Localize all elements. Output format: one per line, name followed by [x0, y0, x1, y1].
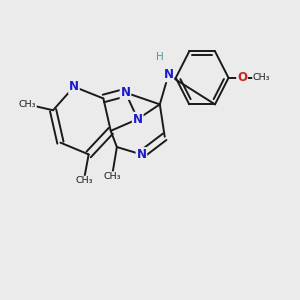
Text: CH₃: CH₃ — [103, 172, 121, 181]
Text: N: N — [69, 80, 79, 93]
Text: H: H — [156, 52, 164, 62]
Text: CH₃: CH₃ — [75, 176, 92, 185]
Text: N: N — [136, 148, 146, 161]
Text: CH₃: CH₃ — [253, 74, 270, 82]
Text: N: N — [133, 112, 143, 126]
Text: CH₃: CH₃ — [19, 100, 36, 109]
Text: N: N — [121, 86, 130, 99]
Text: O: O — [237, 71, 247, 84]
Text: N: N — [164, 68, 173, 81]
